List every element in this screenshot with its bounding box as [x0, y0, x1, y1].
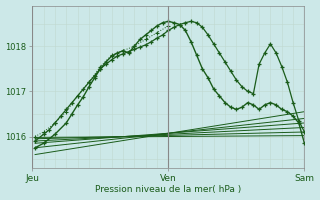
X-axis label: Pression niveau de la mer( hPa ): Pression niveau de la mer( hPa ): [95, 185, 242, 194]
